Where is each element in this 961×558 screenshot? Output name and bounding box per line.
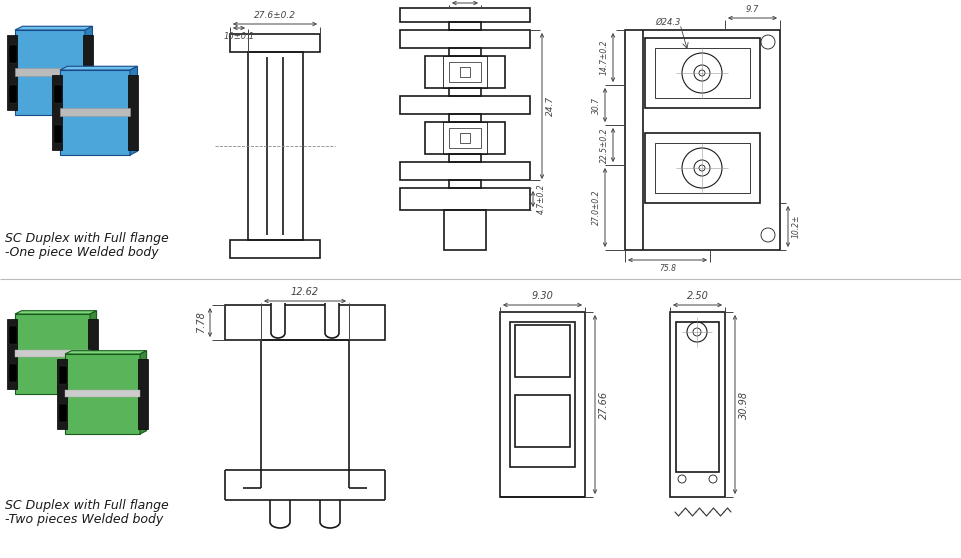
Text: 4.7±0.2: 4.7±0.2 bbox=[537, 184, 546, 214]
Bar bbox=[655, 48, 750, 98]
Bar bbox=[9, 85, 17, 103]
Bar bbox=[9, 45, 17, 63]
Bar bbox=[655, 143, 750, 193]
Text: -Two pieces Welded body: -Two pieces Welded body bbox=[5, 513, 163, 526]
Bar bbox=[401, 97, 529, 113]
Bar bbox=[261, 340, 349, 470]
Bar bbox=[9, 364, 17, 382]
Text: 10.2±: 10.2± bbox=[792, 215, 801, 238]
Polygon shape bbox=[60, 70, 130, 155]
Bar bbox=[400, 30, 530, 48]
Bar bbox=[7, 319, 17, 389]
Text: 75.8: 75.8 bbox=[659, 264, 676, 273]
Bar bbox=[500, 312, 585, 497]
Bar bbox=[449, 128, 481, 148]
Polygon shape bbox=[85, 26, 92, 115]
Polygon shape bbox=[65, 354, 140, 434]
Bar bbox=[9, 326, 17, 344]
Bar bbox=[400, 162, 530, 180]
Bar bbox=[515, 395, 570, 447]
Bar bbox=[449, 48, 481, 56]
Text: 22.5±0.2: 22.5±0.2 bbox=[600, 127, 609, 163]
Bar bbox=[425, 56, 505, 88]
Text: 7.78: 7.78 bbox=[196, 311, 206, 334]
Polygon shape bbox=[60, 66, 137, 70]
Bar bbox=[425, 122, 505, 154]
Polygon shape bbox=[65, 350, 147, 354]
Text: Ø24.3: Ø24.3 bbox=[655, 17, 680, 26]
Bar bbox=[401, 189, 529, 209]
Bar bbox=[225, 305, 385, 340]
Bar bbox=[60, 108, 130, 116]
Bar bbox=[449, 88, 481, 96]
Bar bbox=[275, 35, 319, 51]
Bar bbox=[248, 52, 303, 240]
Polygon shape bbox=[15, 311, 97, 314]
Text: 30.7: 30.7 bbox=[592, 97, 601, 113]
Text: -One piece Welded body: -One piece Welded body bbox=[5, 246, 159, 259]
Bar bbox=[271, 303, 285, 331]
Bar bbox=[7, 35, 17, 110]
Bar bbox=[88, 319, 98, 389]
Bar bbox=[400, 96, 530, 114]
Bar bbox=[57, 359, 67, 429]
Bar bbox=[230, 34, 320, 52]
Polygon shape bbox=[15, 30, 85, 115]
Bar bbox=[515, 325, 570, 377]
Bar bbox=[59, 404, 67, 422]
Bar bbox=[449, 22, 481, 30]
Polygon shape bbox=[15, 314, 90, 394]
Text: 12.62: 12.62 bbox=[291, 287, 319, 297]
Bar bbox=[460, 133, 470, 143]
Bar bbox=[510, 322, 575, 467]
Bar bbox=[128, 75, 138, 150]
Text: 10±0.1: 10±0.1 bbox=[224, 32, 255, 41]
Bar bbox=[645, 38, 760, 108]
Bar bbox=[449, 62, 481, 82]
Text: 24.7: 24.7 bbox=[546, 96, 555, 116]
Text: 2.50: 2.50 bbox=[686, 291, 708, 301]
Bar bbox=[401, 31, 529, 47]
Bar bbox=[54, 125, 62, 143]
Bar bbox=[138, 359, 148, 429]
Bar bbox=[401, 9, 529, 21]
Bar bbox=[449, 114, 481, 122]
Bar bbox=[275, 241, 319, 257]
Bar bbox=[400, 188, 530, 210]
Bar bbox=[401, 163, 529, 179]
Bar bbox=[670, 312, 725, 497]
Bar bbox=[449, 180, 481, 188]
Bar bbox=[400, 8, 530, 22]
Text: SC Duplex with Full flange: SC Duplex with Full flange bbox=[5, 232, 169, 245]
Bar bbox=[443, 56, 487, 88]
Text: SC Duplex with Full flange: SC Duplex with Full flange bbox=[5, 499, 169, 512]
Bar bbox=[449, 154, 481, 162]
Bar bbox=[15, 68, 85, 76]
Polygon shape bbox=[130, 66, 137, 155]
Polygon shape bbox=[90, 311, 97, 394]
Bar bbox=[15, 350, 90, 357]
Bar bbox=[65, 390, 140, 397]
Bar bbox=[625, 30, 780, 250]
Text: 27.0±0.2: 27.0±0.2 bbox=[592, 190, 601, 225]
Bar bbox=[460, 67, 470, 77]
Text: 27.66: 27.66 bbox=[599, 391, 609, 418]
Bar bbox=[676, 322, 719, 472]
Text: 9.30: 9.30 bbox=[531, 291, 554, 301]
Bar bbox=[52, 75, 62, 150]
Bar bbox=[444, 210, 486, 250]
Text: 14.7±0.2: 14.7±0.2 bbox=[600, 40, 609, 75]
Bar bbox=[83, 35, 93, 110]
Polygon shape bbox=[140, 350, 147, 434]
Bar bbox=[325, 303, 339, 331]
Text: 27.6±0.2: 27.6±0.2 bbox=[254, 11, 296, 20]
Bar bbox=[59, 366, 67, 384]
Polygon shape bbox=[15, 26, 92, 30]
Bar bbox=[645, 133, 760, 203]
Text: 9.7: 9.7 bbox=[746, 5, 759, 14]
Bar bbox=[230, 240, 320, 258]
Bar bbox=[443, 122, 487, 154]
Bar bbox=[54, 85, 62, 103]
Text: 30.98: 30.98 bbox=[739, 391, 749, 418]
